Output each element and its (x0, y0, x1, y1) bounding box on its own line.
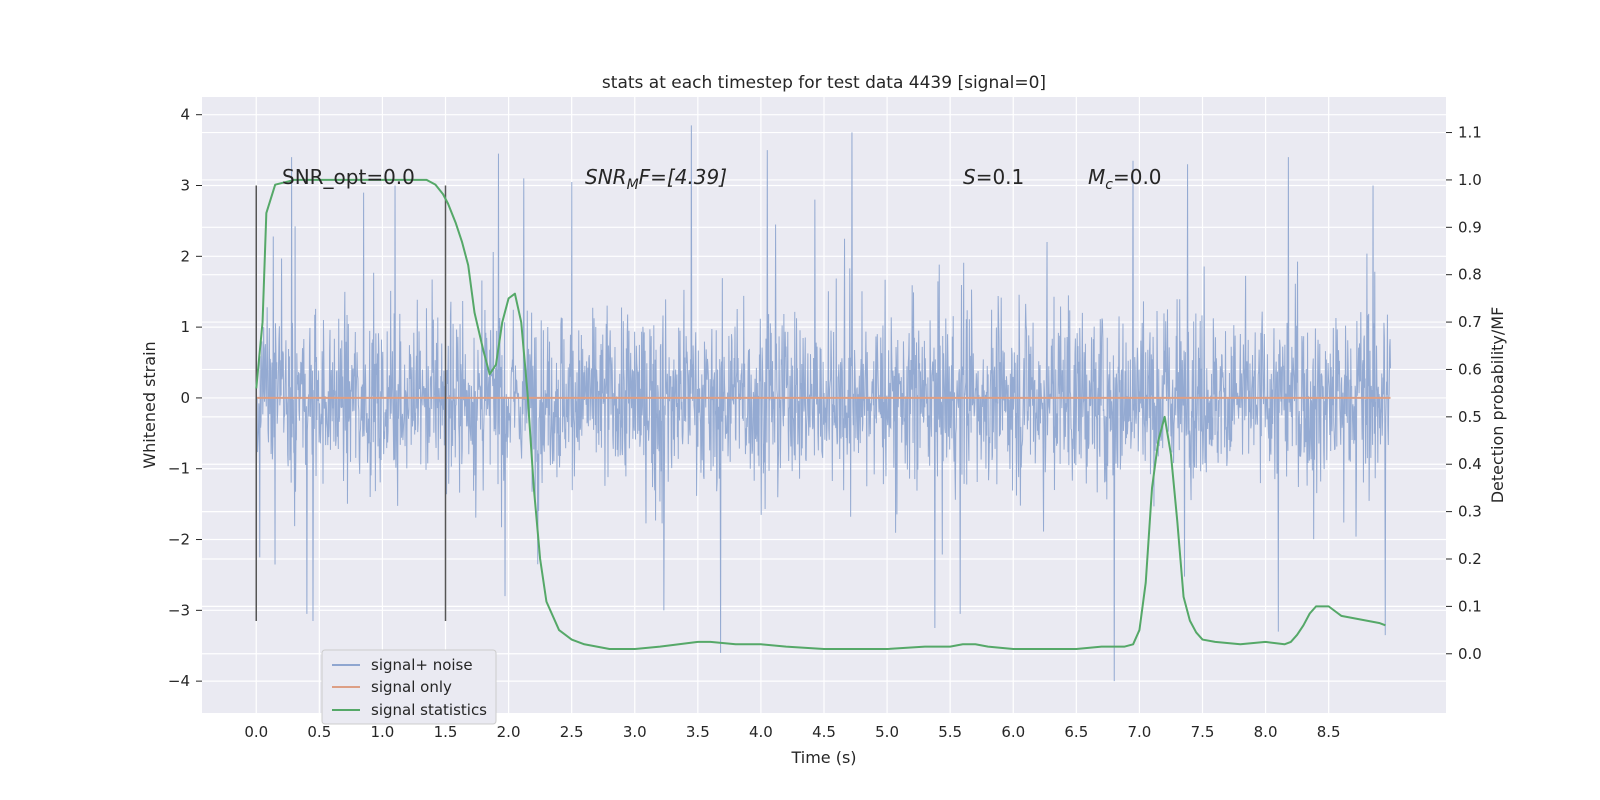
y-tick-label: −4 (168, 672, 190, 690)
x-tick-label: 7.0 (1127, 723, 1151, 741)
annotation-snr-mf: SNRMF=[4.39] (585, 165, 727, 193)
y-tick-label: 0 (180, 389, 190, 407)
annotation-snr-mf-subscript: M (627, 177, 639, 193)
y-axis-right: 1.1 1.0 0.9 0.8 0.7 0.6 0.5 0.4 0.3 0.2 0.1 0.0 (1446, 124, 1482, 663)
x-tick-label: 4.0 (749, 723, 773, 741)
x-tick-label: 0.5 (307, 723, 331, 741)
y-tick-label: 4 (180, 106, 190, 124)
legend-label-signal-statistics: signal statistics (371, 701, 487, 719)
x-tick-label: 2.5 (560, 723, 584, 741)
annotation-snr-mf-value: F=[4.39] (639, 165, 727, 189)
y-tick-label: −3 (168, 601, 190, 619)
y-tick-label: 3 (180, 177, 190, 195)
y2-tick-label: 0.9 (1458, 218, 1482, 236)
x-tick-label: 5.0 (875, 723, 899, 741)
y2-tick-label: 1.1 (1458, 124, 1482, 142)
annotation-mc: Mc=0.0 (1088, 165, 1162, 193)
y-axis-label: Whitened strain (140, 341, 159, 468)
y2-tick-label: 0.3 (1458, 503, 1482, 521)
y2-tick-label: 0.7 (1458, 313, 1482, 331)
x-tick-label: 1.0 (370, 723, 394, 741)
x-tick-label: 6.5 (1064, 723, 1088, 741)
annotation-mc-symbol: M (1088, 165, 1105, 189)
x-axis-label: Time (s) (790, 748, 856, 767)
y2-tick-label: 0.4 (1458, 455, 1482, 473)
y2-tick-label: 0.1 (1458, 597, 1482, 615)
y2-tick-label: 0.0 (1458, 645, 1482, 663)
annotation-mc-value: =0.0 (1113, 165, 1162, 189)
y2-tick-label: 0.8 (1458, 266, 1482, 284)
annotation-s-value: =0.1 (976, 165, 1025, 189)
x-axis: 0.0 0.5 1.0 1.5 2.0 2.5 3.0 3.5 4.0 4.5 5.0 5.5 6.0 6… (244, 723, 1340, 741)
x-tick-label: 5.5 (938, 723, 962, 741)
annotation-snr-mf-symbol: SNR (585, 165, 627, 189)
y-tick-label: −2 (168, 531, 190, 549)
vertical-markers (255, 185, 447, 621)
y2-tick-label: 0.6 (1458, 360, 1482, 378)
y-axis-left: 4 3 2 1 0 −1 −2 −3 −4 (168, 106, 202, 690)
annotation-s: S=0.1 (963, 165, 1024, 189)
x-tick-label: 8.0 (1254, 723, 1278, 741)
y2-tick-label: 0.5 (1458, 408, 1482, 426)
annotation-mc-subscript: c (1105, 177, 1113, 193)
legend-box (321, 649, 497, 725)
x-tick-label: 0.0 (244, 723, 268, 741)
chart-title: stats at each timestep for test data 443… (602, 73, 1046, 93)
legend-label-signal-noise: signal+ noise (371, 656, 473, 674)
legend-label-signal-only: signal only (371, 678, 452, 696)
y-tick-label: 2 (180, 247, 190, 265)
signal-statistics-series (255, 178, 1386, 651)
y2-tick-label: 1.0 (1458, 171, 1482, 189)
y-tick-label: −1 (168, 460, 190, 478)
x-tick-label: 3.5 (686, 723, 710, 741)
y-tick-label: 1 (180, 318, 190, 336)
legend: signal+ noise signal only signal statist… (321, 649, 497, 725)
annotation-snr-opt: SNR_opt=0.0 (282, 165, 415, 189)
x-tick-label: 3.0 (623, 723, 647, 741)
x-tick-label: 6.0 (1001, 723, 1025, 741)
x-tick-label: 8.5 (1317, 723, 1341, 741)
x-tick-label: 7.5 (1191, 723, 1215, 741)
x-tick-label: 2.0 (497, 723, 521, 741)
x-tick-label: 1.5 (434, 723, 458, 741)
x-tick-label: 4.5 (812, 723, 836, 741)
signal-statistics-line (255, 178, 1386, 651)
y2-axis-label: Detection probability/MF (1488, 307, 1507, 504)
annotation-s-symbol: S (963, 165, 976, 189)
y2-tick-label: 0.2 (1458, 550, 1482, 568)
